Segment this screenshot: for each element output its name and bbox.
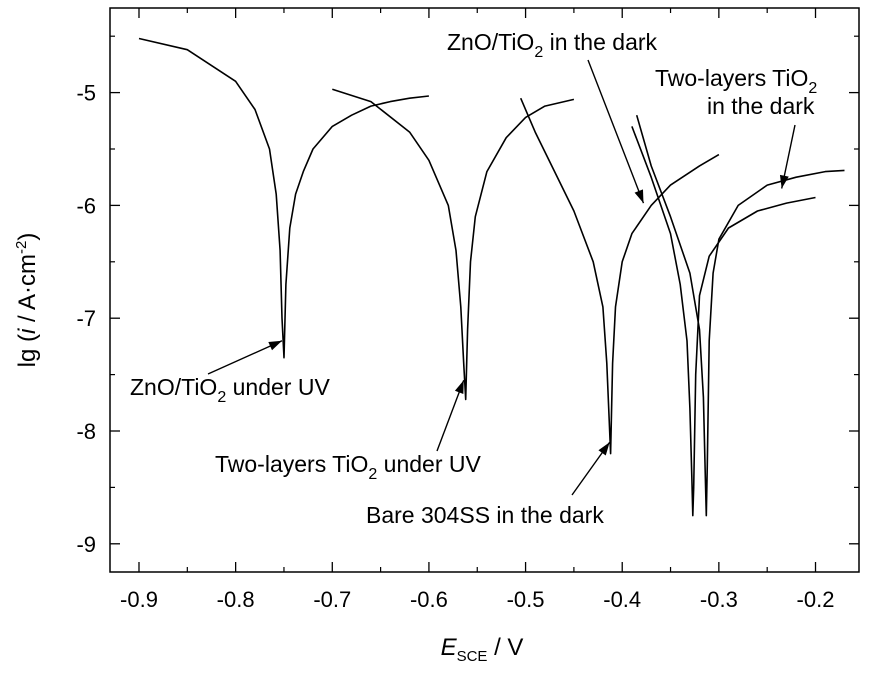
y-axis-title-post: ) (14, 233, 41, 241)
annotation-arrow-zno-uv (207, 340, 283, 375)
annotation-zno-uv: ZnO/TiO2 under UV (130, 374, 330, 406)
annotation-run: 2 (808, 80, 817, 97)
x-axis-ticks: -0.9 -0.8 -0.7 -0.6 -0.5 -0.4 -0.3 -0.2 (120, 8, 834, 612)
y-tick-label: -8 (76, 419, 96, 444)
series-line-two-layers-tio2-in-the-dark (635, 114, 845, 517)
annotation-run: under UV (377, 451, 481, 477)
x-tick-label: -0.7 (313, 587, 351, 612)
y-axis-title-mid: / A·cm (14, 254, 41, 329)
annotation-run: 2 (368, 466, 377, 483)
annotation-run: under UV (226, 374, 330, 400)
annotation-zno-dark: ZnO/TiO2 in the dark (447, 29, 658, 61)
x-axis-title-main: E (441, 634, 458, 661)
x-axis-title: ESCE / V (441, 634, 524, 665)
y-tick-label: -9 (76, 532, 96, 557)
annotation-arrowhead-zno-uv (268, 340, 283, 351)
annotation-run: ZnO/TiO (447, 29, 534, 55)
y-axis-title: lg (i / A·cm-2) (13, 233, 41, 368)
y-axis-title-sup: -2 (13, 241, 30, 254)
annotation-run: ZnO/TiO (130, 374, 217, 400)
series-line-zno-tio2-in-the-dark (631, 126, 816, 517)
y-tick-label: -6 (76, 193, 96, 218)
annotation-tio2-dark: Two-layers TiO2 (655, 65, 817, 97)
plot-frame (109, 7, 860, 573)
x-tick-label: -0.4 (603, 587, 641, 612)
x-tick-label: -0.5 (507, 587, 545, 612)
x-axis-title-rest: / V (487, 634, 523, 661)
x-tick-label: -0.6 (410, 587, 448, 612)
annotation-run: 2 (534, 44, 543, 61)
x-tick-label: -0.8 (217, 587, 255, 612)
series-layer (138, 37, 845, 517)
annotation-bare-dark: Bare 304SS in the dark (366, 502, 604, 528)
annotation-arrowhead-tio2-uv (454, 380, 464, 394)
annotation-tio2-dark-line2: in the dark (707, 93, 815, 119)
x-axis-title-sub: SCE (457, 648, 488, 665)
series-line-bare-304ss-in-the-dark (519, 97, 720, 455)
y-axis-ticks: -9 -8 -7 -6 -5 (76, 35, 859, 557)
annotation-run: in the dark (543, 29, 657, 55)
annotation-run: Two-layers TiO (215, 451, 368, 477)
annotation-arrowhead-bare-dark (598, 442, 610, 456)
y-tick-label: -5 (76, 81, 96, 106)
y-axis-title-italic: i (14, 328, 41, 334)
annotation-run: Two-layers TiO (655, 65, 808, 91)
series-line-zno-tio2-under-uv (138, 37, 429, 359)
x-tick-label: -0.9 (120, 587, 158, 612)
x-tick-label: -0.3 (700, 587, 738, 612)
arrow-layer (207, 59, 796, 496)
y-tick-label: -7 (76, 306, 96, 331)
annotation-arrowhead-zno-dark (634, 189, 644, 204)
x-tick-label: -0.2 (797, 587, 835, 612)
annotation-run: Bare 304SS in the dark (366, 502, 604, 528)
y-axis-title-pre: lg ( (14, 334, 41, 367)
annotation-run: in the dark (707, 93, 815, 119)
annotation-run: 2 (217, 389, 226, 406)
series-line-two-layers-tio2-under-uv (332, 88, 575, 401)
annotation-arrow-zno-dark (587, 59, 645, 204)
annotation-tio2-uv: Two-layers TiO2 under UV (215, 451, 481, 483)
annotation-arrowhead-tio2-dark (779, 174, 789, 189)
